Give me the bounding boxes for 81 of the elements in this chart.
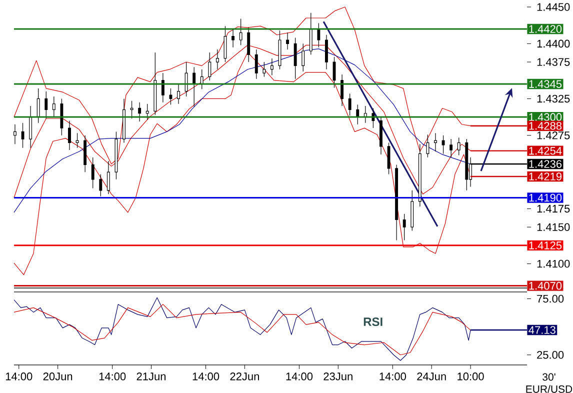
candlestick: [146, 104, 149, 120]
candlestick: [286, 32, 290, 50]
y-tick-label: 1.4375: [537, 58, 570, 66]
candlestick: [99, 174, 102, 197]
candlestick: [332, 56, 336, 88]
x-tick-label: 23Jun: [324, 372, 352, 380]
x-tick-label: 14:00: [6, 372, 32, 380]
y-tick-label: 1.4150: [537, 223, 570, 231]
candlestick: [302, 43, 305, 72]
y-tick-label: 1.4275: [537, 132, 570, 140]
ref-line-label: 1.4190: [529, 194, 562, 202]
y-tick-label: 75.00: [537, 294, 564, 303]
candlestick: [426, 134, 430, 158]
candlestick: [184, 62, 188, 97]
candlestick: [44, 91, 48, 119]
candlestick: [169, 88, 172, 105]
candlestick: [21, 122, 24, 148]
candlestick: [200, 69, 204, 90]
candlestick: [232, 28, 234, 48]
x-tick-label: 10:00: [458, 372, 484, 380]
x-tick-label: 24Jun: [417, 372, 446, 380]
annotation: 1.4288: [529, 122, 562, 130]
candlestick: [177, 84, 180, 104]
candlestick: [36, 88, 40, 124]
x-tick-label: 21Jun: [136, 372, 166, 380]
candlestick: [262, 62, 266, 77]
candlestick: [138, 102, 142, 122]
candlestick: [457, 137, 460, 156]
y-tick-label: 1.4450: [537, 3, 570, 11]
candlestick: [309, 12, 312, 55]
candlestick: [294, 38, 297, 80]
ref-line-label: 1.4070: [529, 282, 562, 290]
ref-line-label: 1.4300: [529, 113, 562, 121]
ref-line-label: 1.4125: [529, 242, 562, 250]
candlestick: [130, 100, 134, 119]
y-tick-label: 1.4400: [537, 40, 570, 48]
text: RSI: [364, 318, 382, 326]
x-tick-label: 14:00: [380, 372, 406, 380]
candlestick: [434, 132, 437, 152]
candlestick: [325, 34, 328, 70]
candlestick: [192, 66, 196, 108]
text: EUR/USD: [526, 385, 572, 393]
candlestick: [14, 124, 16, 144]
annotation: 47.13: [528, 326, 556, 334]
candlestick: [208, 52, 212, 81]
y-tick-label: 25.00: [537, 350, 564, 359]
candlestick: [254, 49, 258, 80]
candlestick: [91, 157, 94, 189]
candlestick: [161, 72, 164, 103]
candlestick: [348, 93, 352, 116]
candlestick: [317, 22, 320, 48]
candlestick: [216, 49, 219, 70]
ref-line-label: 1.4345: [529, 80, 562, 88]
candlestick: [270, 58, 274, 76]
text: 30': [542, 373, 556, 381]
x-tick-label: 14:00: [286, 372, 313, 380]
candlestick: [239, 18, 242, 46]
candlestick: [106, 160, 110, 194]
candlestick: [387, 142, 390, 175]
candlestick: [442, 135, 445, 154]
y-tick-label: 1.4100: [537, 260, 570, 268]
candlestick: [68, 120, 71, 150]
candlestick: [340, 74, 344, 106]
y-tick-label: 1.4325: [537, 94, 570, 103]
x-tick-label: 14:00: [99, 372, 126, 380]
candlestick: [402, 214, 406, 241]
candlestick: [247, 27, 250, 62]
x-tick-label: 20Jun: [43, 372, 72, 380]
candlestick: [52, 96, 56, 118]
candlestick: [224, 26, 227, 62]
ref-line-label: 1.4420: [529, 25, 562, 33]
candlestick: [29, 106, 32, 148]
x-tick-label: 14:00: [192, 372, 220, 380]
annotation: 1.4219: [529, 172, 562, 180]
candlestick: [356, 104, 360, 125]
candlestick: [76, 132, 79, 148]
annotation: 1.4236: [529, 160, 562, 168]
y-tick-label: 1.4175: [537, 204, 570, 213]
candlestick: [450, 138, 453, 158]
annotation: 1.4254: [529, 146, 562, 155]
x-tick-label: 22Jun: [230, 372, 259, 380]
